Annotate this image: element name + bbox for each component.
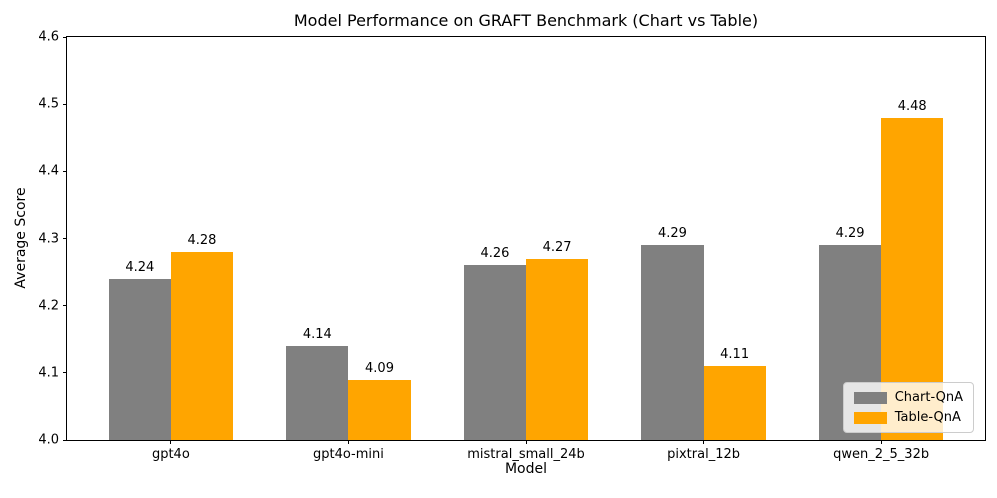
legend-label-chart-qna: Chart-QnA bbox=[894, 390, 963, 405]
bar-chart-qna-pixtral_12b bbox=[641, 245, 704, 440]
bar-value-label: 4.24 bbox=[125, 259, 155, 275]
bar-chart-qna-gpt4o-mini bbox=[286, 345, 349, 440]
x-tick-mark bbox=[170, 440, 172, 444]
x-tick-label: gpt4o bbox=[151, 447, 190, 462]
bar-table-qna-pixtral_12b bbox=[703, 366, 766, 440]
plot-area: 4.0 4.1 4.2 4.3 4.4 4.5 4.6 gpt4o gpt4o-mini mist… bbox=[38, 30, 986, 462]
bar-table-qna-mistral_small_24b bbox=[526, 258, 589, 440]
legend: Chart-QnA Table-QnA bbox=[842, 382, 974, 433]
x-tick-mark bbox=[703, 440, 705, 444]
y-tick-label: 4.6 bbox=[38, 29, 59, 45]
x-tick-label: qwen_2_5_32b bbox=[833, 447, 930, 462]
bar-value-label: 4.26 bbox=[480, 246, 510, 262]
x-tick-label: mistral_small_24b bbox=[467, 447, 585, 462]
y-tick-label: 4.1 bbox=[38, 365, 59, 381]
legend-item: Chart-QnA bbox=[853, 390, 963, 405]
y-tick-label: 4.5 bbox=[38, 96, 59, 112]
bar-value-label: 4.09 bbox=[365, 360, 394, 376]
bar-table-qna-gpt4o-mini bbox=[348, 379, 411, 440]
x-tick-mark bbox=[347, 440, 349, 444]
bar-value-label: 4.29 bbox=[658, 226, 687, 242]
bar-chart-qna-mistral_small_24b bbox=[463, 265, 526, 440]
y-tick-mark bbox=[63, 372, 67, 374]
x-tick-label: gpt4o-mini bbox=[312, 447, 384, 462]
y-tick-label: 4.2 bbox=[38, 298, 59, 314]
bar-value-label: 4.28 bbox=[187, 232, 217, 248]
y-tick-mark bbox=[63, 439, 67, 441]
y-tick-mark bbox=[63, 170, 67, 172]
x-axis-label: Model bbox=[504, 461, 548, 477]
y-tick-label: 4.3 bbox=[38, 231, 59, 246]
y-axis-label: Average Score bbox=[13, 187, 29, 289]
x-tick-label: pixtral_12b bbox=[667, 447, 740, 462]
y-tick-mark bbox=[63, 238, 67, 239]
x-tick-mark bbox=[525, 440, 527, 444]
y-tick-mark bbox=[63, 103, 67, 105]
legend-swatch-table-qna bbox=[853, 411, 887, 424]
bar-value-label: 4.27 bbox=[542, 239, 572, 255]
x-tick-mark bbox=[880, 440, 882, 444]
y-tick-mark bbox=[63, 36, 67, 38]
legend-item: Table-QnA bbox=[853, 410, 963, 425]
y-tick-label: 4.4 bbox=[38, 163, 59, 179]
chart-title: Model Performance on GRAFT Benchmark (Ch… bbox=[293, 11, 759, 30]
bar-chart-qna-gpt4o bbox=[108, 278, 171, 440]
bar-value-label: 4.11 bbox=[720, 347, 750, 363]
bar-value-label: 4.14 bbox=[302, 326, 332, 342]
bar-value-label: 4.29 bbox=[835, 226, 865, 242]
bar-table-qna-gpt4o bbox=[170, 251, 233, 440]
bar-value-label: 4.48 bbox=[897, 98, 927, 114]
legend-label-table-qna: Table-QnA bbox=[894, 410, 961, 425]
y-tick-label: 4.0 bbox=[38, 432, 59, 448]
legend-swatch-chart-qna bbox=[853, 391, 887, 404]
y-tick-mark bbox=[63, 305, 67, 307]
